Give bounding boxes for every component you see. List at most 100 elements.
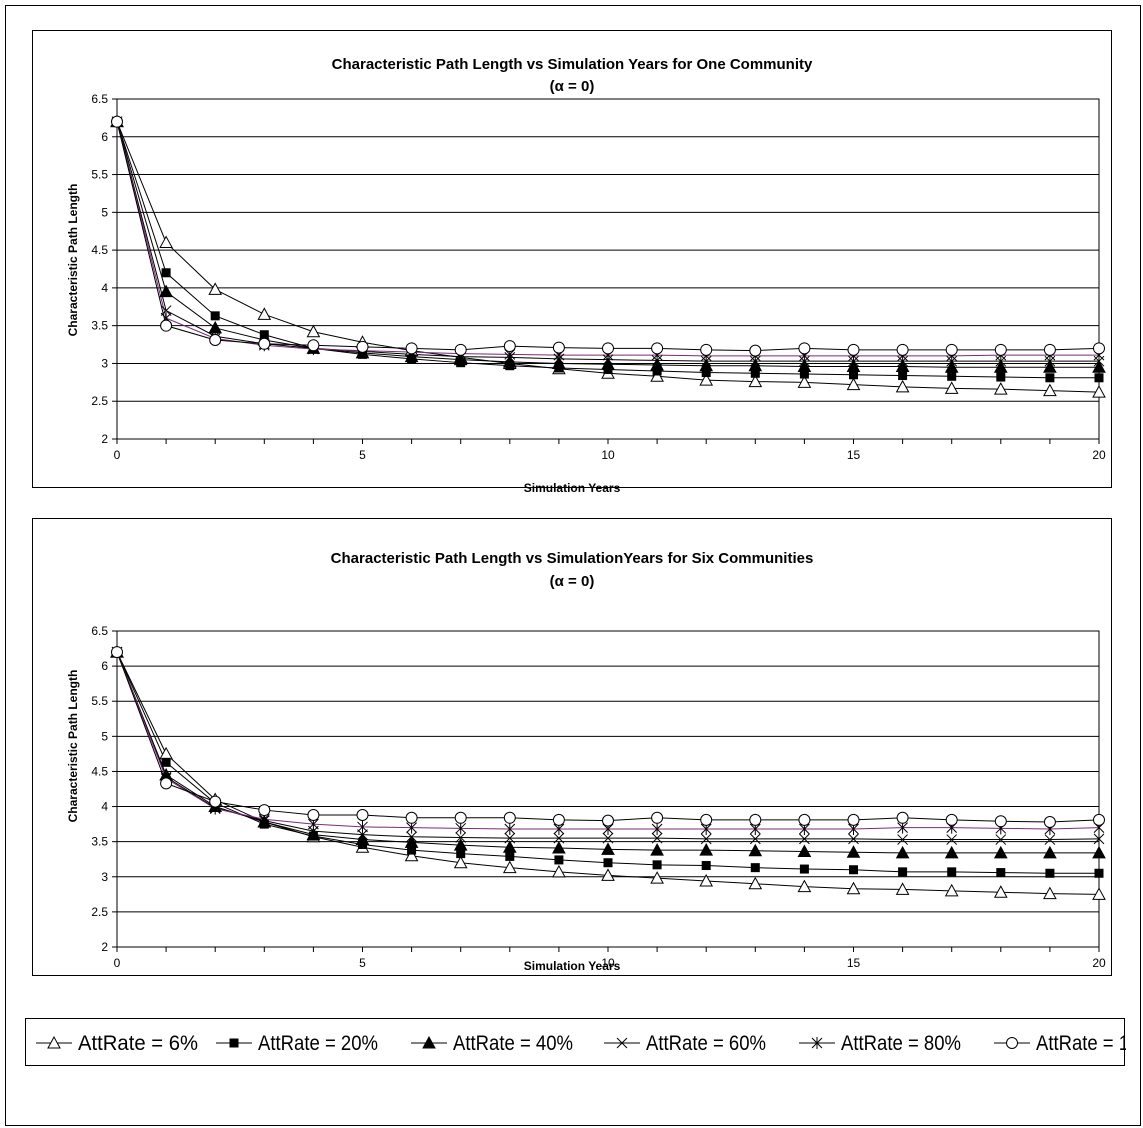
data-point bbox=[650, 369, 664, 382]
data-point bbox=[1044, 834, 1056, 845]
data-point bbox=[454, 811, 467, 824]
data-point bbox=[748, 374, 763, 388]
data-point bbox=[994, 343, 1007, 356]
data-point bbox=[453, 855, 468, 869]
data-point bbox=[502, 840, 517, 853]
data-point bbox=[651, 832, 663, 844]
legend-label: AttRate = 40% bbox=[453, 1032, 573, 1055]
legend-label: AttRate = 6% bbox=[78, 1032, 198, 1055]
legend-marker bbox=[229, 1038, 239, 1048]
data-point bbox=[502, 354, 517, 368]
series-attrate-80- bbox=[116, 651, 1100, 830]
data-point bbox=[750, 863, 760, 873]
legend-label: AttRate = 100% bbox=[1036, 1032, 1126, 1055]
data-point bbox=[700, 343, 713, 356]
x-tick-label: 10 bbox=[601, 956, 615, 970]
data-point bbox=[748, 358, 763, 372]
data-point bbox=[208, 320, 223, 334]
data-point bbox=[161, 268, 171, 278]
data-point bbox=[895, 379, 910, 393]
data-point bbox=[453, 838, 468, 851]
data-point bbox=[1045, 373, 1055, 383]
x-tick-label: 5 bbox=[359, 448, 366, 462]
data-point bbox=[455, 832, 467, 843]
data-point bbox=[1043, 845, 1057, 859]
data-point bbox=[994, 815, 1007, 828]
data-point bbox=[1094, 868, 1104, 878]
data-point bbox=[946, 834, 958, 845]
series-markers bbox=[111, 116, 1105, 367]
chart-subtitle: (α = 0) bbox=[549, 573, 595, 590]
y-axis-label: Characteristic Path Length bbox=[66, 669, 80, 823]
legend-marker bbox=[811, 1037, 823, 1049]
y-tick-label: 4 bbox=[101, 800, 108, 814]
x-tick-label: 20 bbox=[1092, 956, 1106, 970]
data-point bbox=[1093, 342, 1105, 355]
data-point bbox=[993, 360, 1008, 373]
data-point bbox=[258, 804, 271, 817]
data-point bbox=[944, 381, 959, 394]
data-point bbox=[798, 813, 811, 826]
legend-item: AttRate = 6% bbox=[36, 1032, 198, 1055]
series-line bbox=[116, 651, 1100, 823]
data-point bbox=[848, 833, 859, 845]
x-tick-label: 5 bbox=[359, 956, 366, 970]
data-point bbox=[650, 871, 664, 884]
data-point bbox=[993, 845, 1008, 859]
data-point bbox=[748, 843, 763, 857]
data-point bbox=[1093, 833, 1105, 845]
y-tick-label: 6 bbox=[101, 659, 108, 673]
series-markers bbox=[111, 646, 1105, 829]
chart-title: Characteristic Path Length vs Simulation… bbox=[330, 550, 814, 567]
data-point bbox=[552, 341, 565, 354]
data-point bbox=[995, 834, 1007, 845]
series-markers bbox=[111, 115, 1105, 357]
data-point bbox=[846, 881, 861, 895]
data-point bbox=[799, 833, 810, 845]
data-point bbox=[307, 808, 320, 821]
data-point bbox=[798, 342, 811, 355]
data-point bbox=[602, 342, 614, 355]
y-tick-label: 5.5 bbox=[91, 694, 108, 708]
data-point bbox=[847, 813, 860, 826]
data-point bbox=[307, 339, 320, 352]
data-point bbox=[651, 823, 663, 836]
data-point bbox=[651, 811, 664, 824]
data-point bbox=[404, 848, 419, 862]
data-point bbox=[699, 358, 714, 372]
chart-subtitle: (α = 0) bbox=[549, 78, 595, 95]
data-point bbox=[504, 823, 516, 836]
legend-marker bbox=[616, 1037, 628, 1049]
legend-label: AttRate = 20% bbox=[258, 1032, 378, 1055]
data-point bbox=[257, 307, 272, 320]
data-point bbox=[406, 831, 417, 843]
x-axis-label: Simulation Years bbox=[523, 959, 621, 973]
x-axis-label: Simulation Years bbox=[523, 481, 621, 495]
data-point bbox=[896, 811, 909, 824]
data-point bbox=[1092, 845, 1106, 859]
data-point bbox=[258, 337, 271, 350]
data-point bbox=[896, 343, 909, 356]
y-tick-label: 3 bbox=[101, 356, 108, 370]
data-point bbox=[554, 855, 564, 865]
data-point bbox=[503, 811, 516, 824]
data-point bbox=[601, 842, 615, 855]
data-point bbox=[650, 843, 664, 856]
y-tick-label: 2 bbox=[101, 432, 108, 446]
y-tick-label: 5 bbox=[101, 729, 108, 743]
data-point bbox=[1092, 887, 1106, 900]
data-point bbox=[455, 822, 467, 835]
data-point bbox=[159, 284, 173, 298]
data-point bbox=[797, 879, 812, 893]
series-markers bbox=[111, 115, 1105, 362]
data-point bbox=[748, 876, 763, 890]
x-tick-label: 15 bbox=[847, 448, 861, 462]
data-point bbox=[504, 832, 516, 844]
data-point bbox=[160, 305, 172, 316]
data-point bbox=[652, 860, 662, 870]
chart-plot-six-communities: 2 2.5 3 3.5 4 4.5 5 5.5 6 6.5 0 5 10 15 20 bbox=[91, 624, 1106, 970]
data-point bbox=[160, 777, 173, 790]
legend-marker bbox=[422, 1035, 436, 1049]
data-point bbox=[405, 342, 418, 355]
data-point bbox=[209, 795, 222, 808]
